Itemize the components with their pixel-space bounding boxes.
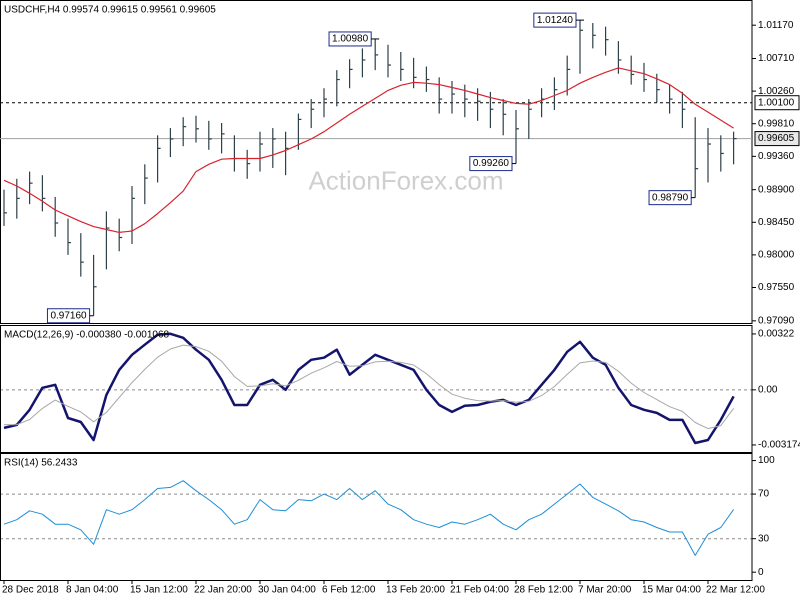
y-tick-label: 30 bbox=[758, 533, 770, 544]
y-tick-label: 0.98900 bbox=[758, 184, 795, 195]
x-tick-label: 15 Mar 04:00 bbox=[642, 585, 701, 596]
panel-title: RSI(14) 56.2433 bbox=[4, 458, 78, 469]
x-tick-label: 7 Mar 20:00 bbox=[578, 585, 632, 596]
x-tick-label: 30 Jan 04:00 bbox=[258, 585, 316, 596]
y-tick-label: 0.97550 bbox=[758, 282, 795, 293]
series-line bbox=[3, 480, 735, 556]
y-tick-label: 0.98450 bbox=[758, 217, 795, 228]
x-tick-label: 22 Mar 12:00 bbox=[706, 585, 765, 596]
y-tick-label: -0.003174 bbox=[758, 440, 800, 451]
y-tick-label: 0.97090 bbox=[758, 315, 795, 326]
x-tick-label: 28 Feb 12:00 bbox=[514, 585, 573, 596]
price-annotation: 0.98790 bbox=[652, 192, 689, 203]
price-annotation: 1.01240 bbox=[537, 15, 574, 26]
x-tick-label: 13 Feb 20:00 bbox=[386, 585, 445, 596]
y-tick-label: 0.99360 bbox=[758, 151, 795, 162]
x-tick-label: 6 Feb 12:00 bbox=[322, 585, 376, 596]
x-tick-label: 15 Jan 12:00 bbox=[130, 585, 188, 596]
y-tick-label: 0.99810 bbox=[758, 118, 795, 129]
y-tick-label: 70 bbox=[758, 489, 770, 500]
price-annotation: 0.97160 bbox=[50, 310, 87, 321]
panel-frame bbox=[0, 0, 753, 324]
y-tick-label: 1.00710 bbox=[758, 53, 795, 64]
y-tick-label: 0.00322 bbox=[758, 329, 795, 340]
series-line bbox=[3, 67, 734, 233]
price-annotation: 0.99260 bbox=[473, 158, 510, 169]
panel-frame bbox=[0, 325, 753, 453]
price-annotation: 1.00980 bbox=[332, 34, 369, 45]
level-label: 0.99605 bbox=[758, 133, 795, 144]
y-tick-label: 0.00 bbox=[758, 384, 778, 395]
y-tick-label: 0.98000 bbox=[758, 250, 795, 261]
panel-title: MACD(12,26,9) -0.000380 -0.001068 bbox=[4, 330, 170, 341]
y-tick-label: 1.00260 bbox=[758, 86, 795, 97]
y-tick-label: 1.01170 bbox=[758, 20, 794, 31]
series-line bbox=[3, 332, 735, 445]
panel-frame bbox=[0, 453, 753, 581]
y-tick-label: 0 bbox=[758, 567, 764, 578]
x-tick-label: 22 Jan 20:00 bbox=[194, 585, 252, 596]
x-tick-label: 28 Dec 2018 bbox=[2, 585, 59, 596]
level-label: 1.00100 bbox=[758, 97, 795, 108]
series-line bbox=[3, 344, 735, 430]
level-label-box bbox=[754, 95, 800, 111]
level-label-box bbox=[754, 131, 800, 147]
x-tick-label: 8 Jan 04:00 bbox=[66, 585, 119, 596]
y-tick-label: 100 bbox=[758, 455, 775, 466]
x-tick-label: 21 Feb 04:00 bbox=[450, 585, 509, 596]
panel-title: USDCHF,H4 0.99574 0.99615 0.99561 0.9960… bbox=[4, 5, 216, 16]
